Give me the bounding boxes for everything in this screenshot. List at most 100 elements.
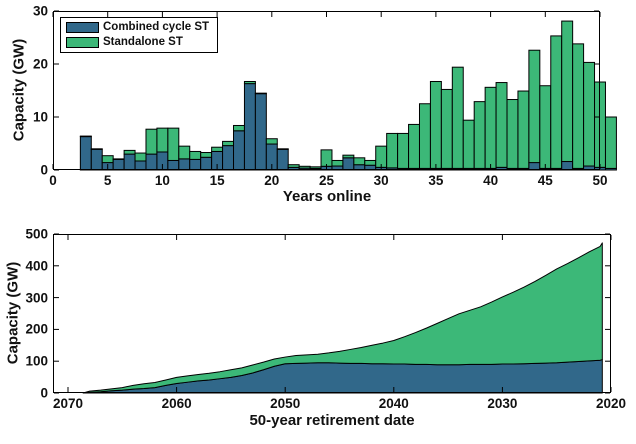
bar-segment-standalone xyxy=(243,80,256,85)
top-chart-ytick: 10 xyxy=(32,109,48,125)
bar-segment-standalone xyxy=(342,154,355,159)
bar-segment-standalone xyxy=(145,128,158,155)
bottom-chart-xtick: 2060 xyxy=(161,396,192,411)
bar-segment-standalone xyxy=(112,158,125,160)
bar-segment-combined-cycle xyxy=(233,130,245,171)
legend-item-combined-cycle: Combined cycle ST xyxy=(66,21,209,34)
top-chart-xtick: 15 xyxy=(209,173,225,188)
legend-label-combined-cycle: Combined cycle ST xyxy=(103,21,210,33)
bar-segment-combined-cycle xyxy=(90,148,103,171)
bar-segment-standalone xyxy=(517,90,530,169)
bar-segment-combined-cycle xyxy=(243,83,256,171)
legend-swatch-standalone xyxy=(66,37,99,49)
bar-segment-standalone xyxy=(561,20,574,163)
bar-segment-standalone xyxy=(134,152,147,162)
bottom-chart-ytick: 100 xyxy=(25,353,48,369)
bar-segment-standalone xyxy=(364,159,377,166)
bar-segment-standalone xyxy=(495,82,508,168)
bottom-chart-xtick: 2050 xyxy=(270,396,301,411)
bar-segment-standalone xyxy=(583,61,596,167)
bottom-chart-ytick: 300 xyxy=(25,289,48,305)
legend-swatch-combined-cycle xyxy=(66,22,99,34)
bottom-chart-plot xyxy=(53,233,612,394)
bar-segment-standalone xyxy=(211,146,224,152)
bar-segment-standalone xyxy=(572,43,585,169)
bottom-chart-xtick: 2020 xyxy=(595,396,627,411)
bar-segment-standalone xyxy=(200,152,213,158)
bottom-chart-ytick: 400 xyxy=(25,258,48,274)
top-chart-ytick: 30 xyxy=(32,3,48,19)
top-chart-xtick: 30 xyxy=(373,173,389,188)
top-chart-ylabel: Capacity (GW) xyxy=(10,38,28,142)
bar-segment-combined-cycle xyxy=(145,153,158,171)
bar-segment-combined-cycle xyxy=(189,158,202,171)
bar-segment-combined-cycle xyxy=(79,136,92,171)
bar-segment-combined-cycle xyxy=(178,158,191,171)
bar-segment-standalone xyxy=(178,145,191,160)
bar-segment-standalone xyxy=(309,166,322,169)
bar-segment-combined-cycle xyxy=(167,159,180,171)
bar-segment-standalone xyxy=(440,88,453,169)
bottom-chart-ytick: 0 xyxy=(40,385,48,401)
bar-segment-combined-cycle xyxy=(112,158,125,171)
bar-segment-standalone xyxy=(397,132,410,169)
bar-segment-standalone xyxy=(265,138,278,145)
top-chart-xtick: 10 xyxy=(154,173,170,188)
bar-segment-standalone xyxy=(287,164,300,168)
bar-segment-standalone xyxy=(123,149,136,155)
top-chart-ytick: 20 xyxy=(32,56,48,72)
bottom-chart-ytick: 500 xyxy=(25,226,48,242)
bar-segment-standalone xyxy=(233,124,245,132)
top-chart-xtick: 50 xyxy=(592,173,608,188)
bar-segment-standalone xyxy=(320,149,333,167)
bar-segment-combined-cycle xyxy=(342,157,355,171)
area-combined-cycle xyxy=(82,359,603,394)
legend-label-standalone: Standalone ST xyxy=(103,36,183,49)
bar-segment-standalone xyxy=(418,103,431,169)
top-chart-xtick: 0 xyxy=(49,173,57,188)
bar-segment-standalone xyxy=(462,119,475,169)
top-chart-xtick: 5 xyxy=(103,173,112,188)
bar-segment-standalone xyxy=(506,99,519,169)
bar-segment-standalone xyxy=(484,86,497,169)
top-chart-ytick: 0 xyxy=(40,162,48,178)
bar-segment-standalone xyxy=(604,116,617,169)
bar-segment-standalone xyxy=(429,80,442,169)
top-chart-xlabel: Years online xyxy=(282,188,372,205)
bar-segment-standalone xyxy=(156,127,169,153)
bar-segment-standalone xyxy=(222,140,235,147)
bar-segment-standalone xyxy=(386,132,399,169)
bottom-chart-xtick: 2070 xyxy=(52,396,84,411)
bar-segment-standalone xyxy=(276,148,289,150)
bar-segment-combined-cycle xyxy=(200,156,213,171)
bar-segment-standalone xyxy=(298,165,311,169)
bar-segment-standalone xyxy=(254,92,267,95)
top-chart-xtick: 20 xyxy=(264,173,280,188)
bar-segment-standalone xyxy=(539,85,552,169)
bottom-chart-ylabel: Capacity (GW) xyxy=(4,261,22,365)
bar-segment-combined-cycle xyxy=(222,145,235,171)
bar-segment-standalone xyxy=(79,135,92,138)
legend: Combined cycle ST Standalone ST xyxy=(60,17,219,54)
bar-segment-combined-cycle xyxy=(561,161,574,171)
top-chart-xtick: 35 xyxy=(428,173,444,188)
top-chart-plot xyxy=(52,10,617,171)
area-standalone xyxy=(82,242,603,394)
top-chart-xtick: 40 xyxy=(483,173,499,188)
bar-segment-combined-cycle xyxy=(276,148,289,171)
top-chart-xtick: 25 xyxy=(318,173,335,188)
bar-segment-standalone xyxy=(473,101,486,169)
bar-segment-standalone xyxy=(90,148,103,150)
bar-segment-standalone xyxy=(189,150,202,160)
bar-segment-standalone xyxy=(451,66,464,169)
bottom-chart-xlabel: 50-year retirement date xyxy=(249,412,415,429)
bar-segment-standalone xyxy=(167,127,180,161)
bottom-chart-xtick: 2030 xyxy=(487,396,518,411)
bar-segment-standalone xyxy=(528,49,541,164)
top-chart-xtick: 45 xyxy=(537,173,553,188)
bottom-chart-xtick: 2040 xyxy=(378,396,409,411)
bar-segment-standalone xyxy=(353,157,366,166)
bar-segment-combined-cycle xyxy=(134,160,147,171)
bar-segment-standalone xyxy=(101,155,114,164)
